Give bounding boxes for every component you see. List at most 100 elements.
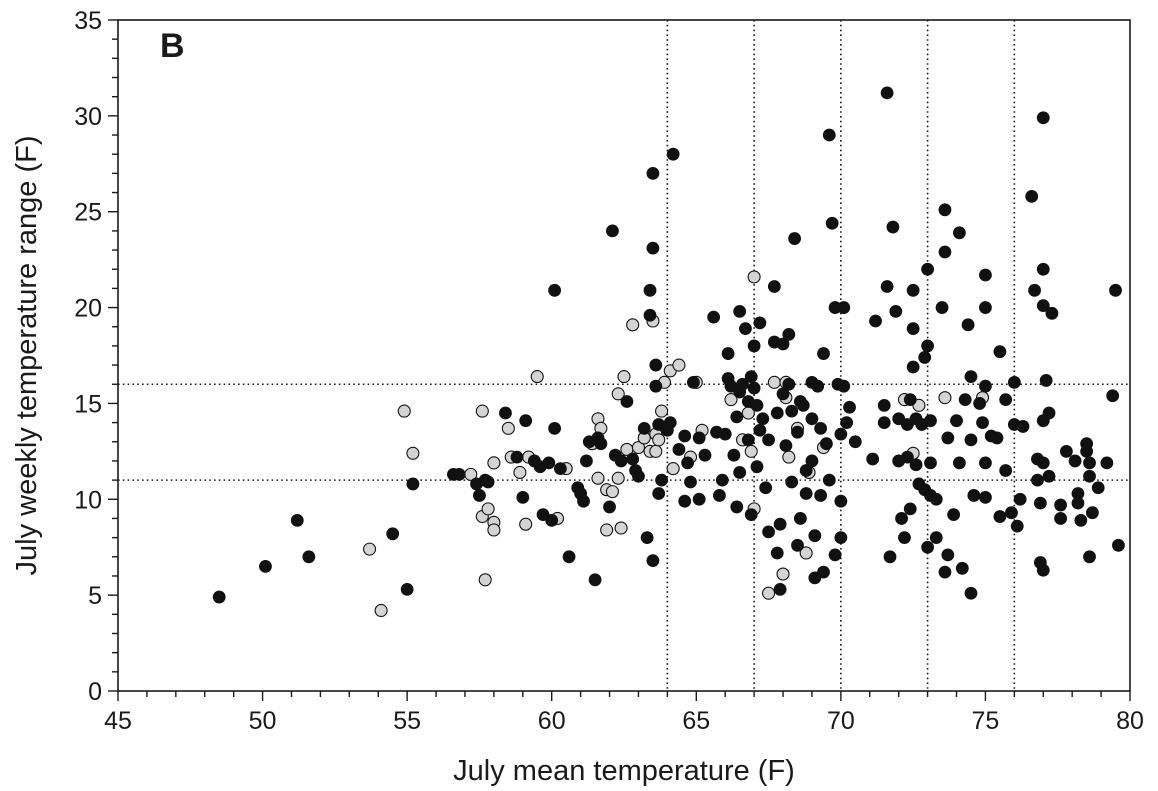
filled-point-142 (866, 452, 880, 466)
filled-point-243 (1106, 389, 1120, 403)
filled-point-66 (707, 310, 721, 324)
open-point-54 (762, 586, 776, 600)
open-point-1 (374, 603, 388, 618)
filled-point-107 (785, 404, 799, 418)
filled-point-46 (646, 166, 660, 180)
y-tick-label-0: 0 (88, 678, 102, 706)
filled-point-175 (929, 531, 943, 545)
filled-point-202 (993, 345, 1007, 359)
open-point-33 (631, 440, 646, 455)
x-tick-label-55: 55 (393, 707, 421, 735)
filled-point-53 (655, 473, 668, 487)
filled-point-156 (900, 450, 914, 464)
filled-point-58 (678, 429, 692, 443)
open-point-32 (626, 318, 640, 332)
filled-point-181 (941, 548, 955, 562)
filled-point-234 (1074, 513, 1088, 527)
filled-point-206 (1005, 506, 1018, 520)
filled-point-215 (1031, 473, 1044, 487)
open-point-11 (487, 456, 501, 470)
filled-point-161 (906, 360, 920, 374)
filled-point-28 (577, 494, 590, 508)
filled-point-123 (814, 421, 828, 435)
filled-point-71 (721, 347, 735, 360)
filled-point-4 (386, 527, 400, 541)
filled-point-22 (548, 283, 562, 297)
filled-point-159 (906, 283, 920, 297)
x-axis-ticks (117, 691, 1131, 701)
filled-point-60 (681, 456, 695, 470)
filled-point-195 (979, 268, 992, 282)
open-point-39 (652, 433, 666, 447)
filled-point-137 (837, 301, 851, 314)
filled-point-132 (828, 548, 842, 562)
filled-point-69 (715, 473, 729, 487)
open-point-56 (776, 567, 790, 581)
filled-point-136 (834, 531, 848, 545)
open-point-52 (747, 270, 761, 284)
filled-points-series (212, 86, 1125, 604)
filled-point-87 (747, 381, 761, 395)
open-point-28 (611, 471, 625, 485)
filled-point-76 (730, 500, 744, 514)
filled-point-89 (750, 460, 764, 474)
filled-point-150 (889, 305, 903, 318)
filled-point-211 (1016, 420, 1030, 433)
filled-point-178 (938, 245, 952, 259)
filled-point-205 (999, 464, 1013, 477)
filled-point-201 (990, 431, 1004, 445)
x-tick-label-45: 45 (104, 707, 132, 735)
filled-point-240 (1086, 506, 1099, 520)
filled-point-242 (1100, 456, 1114, 470)
filled-point-12 (481, 475, 495, 489)
filled-point-170 (921, 540, 934, 554)
open-point-14 (513, 465, 527, 479)
filled-point-231 (1068, 454, 1082, 468)
filled-point-166 (918, 351, 932, 364)
open-point-55 (767, 375, 781, 389)
filled-point-119 (805, 454, 819, 468)
filled-point-139 (840, 416, 854, 430)
filled-point-129 (822, 473, 836, 487)
filled-point-109 (788, 232, 801, 245)
filled-point-149 (886, 220, 900, 234)
filled-point-84 (744, 370, 758, 383)
filled-point-220 (1036, 299, 1050, 313)
filled-point-62 (686, 375, 700, 389)
x-tick-label-65: 65 (682, 707, 710, 735)
filled-point-172 (924, 456, 937, 470)
x-tick-label-50: 50 (249, 707, 277, 735)
axes (117, 19, 1131, 692)
filled-point-29 (580, 454, 593, 468)
open-point-51 (744, 444, 758, 458)
filled-point-244 (1109, 283, 1122, 297)
filled-point-199 (979, 490, 992, 504)
filled-point-10 (473, 489, 486, 502)
filled-point-70 (718, 427, 732, 441)
filled-point-236 (1080, 444, 1094, 458)
filled-point-55 (663, 416, 677, 430)
filled-point-225 (1042, 406, 1056, 420)
filled-point-86 (747, 339, 761, 353)
filled-point-5 (400, 582, 414, 596)
filled-point-177 (938, 203, 952, 217)
filled-point-98 (770, 406, 784, 420)
filled-point-85 (744, 508, 758, 522)
filled-point-91 (753, 423, 767, 437)
open-point-17 (530, 370, 544, 384)
filled-point-153 (895, 512, 908, 525)
filled-point-102 (776, 337, 790, 351)
filled-point-180 (941, 431, 955, 445)
filled-point-171 (924, 414, 937, 428)
filled-point-226 (1042, 469, 1056, 483)
filled-point-118 (805, 412, 819, 426)
filled-point-148 (883, 550, 897, 564)
filled-point-204 (999, 393, 1013, 406)
filled-point-212 (1025, 189, 1039, 203)
filled-point-190 (964, 433, 978, 447)
filled-point-233 (1071, 496, 1085, 510)
filled-point-57 (672, 443, 686, 456)
filled-point-209 (1010, 519, 1024, 533)
y-tick-label-15: 15 (74, 390, 102, 418)
filled-point-218 (1036, 111, 1050, 125)
